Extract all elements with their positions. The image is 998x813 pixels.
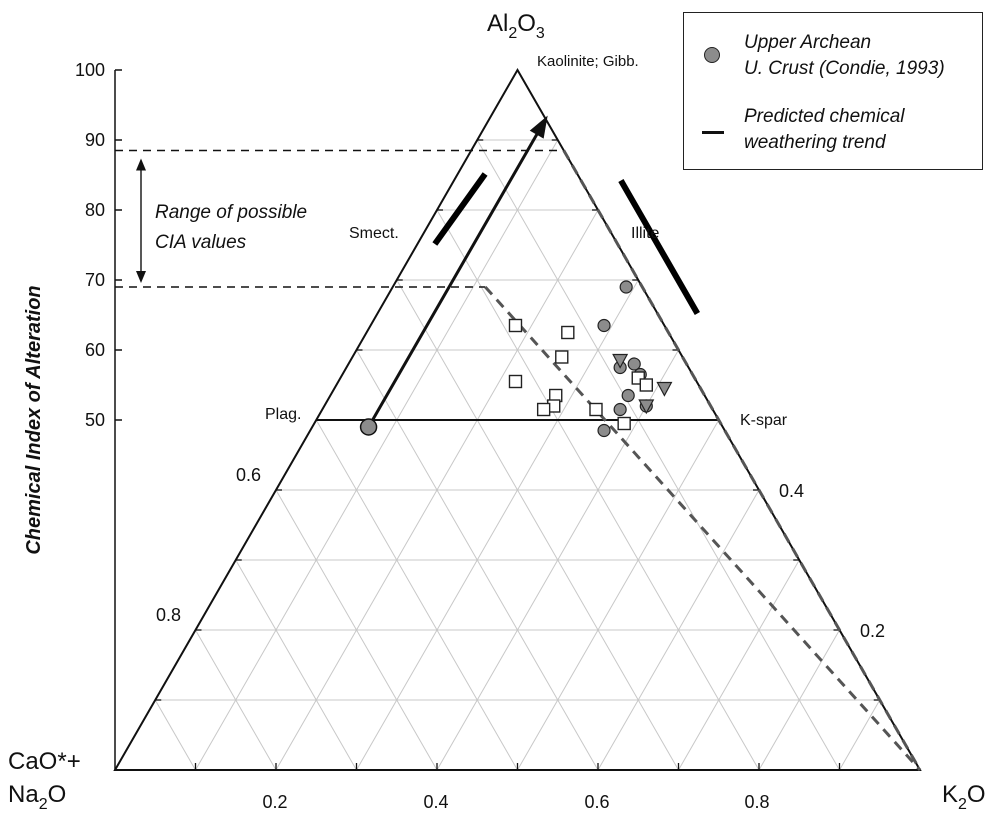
sample-point-square bbox=[617, 416, 631, 431]
bottom-tick-label: 0.2 bbox=[262, 792, 287, 812]
legend-trend-line-marker bbox=[702, 131, 724, 134]
legend-trend-label-line2: weathering trend bbox=[744, 132, 886, 153]
sample-point-square bbox=[589, 402, 603, 417]
grid-lines bbox=[154, 139, 881, 771]
mineral-label-illite: Illite bbox=[631, 225, 660, 242]
illite-bar bbox=[618, 179, 700, 315]
grid-line bbox=[356, 279, 639, 771]
bottom-tick-label: 0.4 bbox=[423, 792, 448, 812]
sample-point-circle bbox=[597, 318, 611, 333]
apex-label-cao-na2o-line2: Na2O bbox=[8, 781, 66, 813]
grid-line bbox=[396, 279, 679, 771]
apex-label-k2o: K2O bbox=[942, 781, 986, 813]
annotation-cia-range-line2: CIA values bbox=[155, 232, 247, 253]
apex-label-cao-na2o-line1: CaO*+ bbox=[8, 748, 81, 775]
sample-point-square bbox=[508, 318, 523, 333]
cia-range-arrow-head-up bbox=[136, 158, 146, 171]
bottom-tick-label: 0.8 bbox=[744, 792, 769, 812]
sample-point-circle bbox=[621, 388, 635, 403]
legend-trend-label-line1: Predicted chemical bbox=[744, 106, 905, 127]
data-marks bbox=[359, 280, 673, 438]
cia-axis-tick-label: 80 bbox=[85, 200, 105, 220]
sample-point-circle bbox=[627, 357, 641, 371]
mineral-label-smectite: Smect. bbox=[349, 225, 399, 242]
sample-point-circle bbox=[597, 423, 611, 438]
sample-point-triangle bbox=[656, 381, 673, 397]
grid-line bbox=[315, 419, 518, 771]
legend: Upper Archean U. Crust (Condie, 1993) Pr… bbox=[683, 12, 983, 170]
grid-line bbox=[195, 629, 277, 771]
sample-point-square bbox=[561, 325, 575, 340]
grid-line bbox=[597, 489, 760, 771]
grid-line bbox=[195, 139, 559, 771]
annotation-cia-range-line1: Range of possible bbox=[155, 202, 307, 223]
legend-circle-label-line2: U. Crust (Condie, 1993) bbox=[744, 58, 945, 79]
sample-point-square bbox=[555, 350, 569, 364]
sample-point-circle bbox=[613, 402, 627, 417]
mineral-label-kspar: K-spar bbox=[740, 412, 788, 429]
bottom-tick-label: 0.6 bbox=[584, 792, 609, 812]
sample-point-square bbox=[639, 378, 653, 392]
grid-line bbox=[275, 489, 438, 771]
mixing-line bbox=[484, 285, 922, 772]
cia-axis-tick-label: 70 bbox=[85, 270, 105, 290]
sample-point-triangle bbox=[638, 399, 655, 415]
smectite-bar bbox=[432, 172, 488, 246]
apex-label-al2o3: Al2O3 bbox=[487, 10, 545, 42]
legend-circle-marker bbox=[704, 47, 720, 63]
grid-line bbox=[517, 419, 720, 771]
mineral-label-kaolinite: Kaolinite; Gibb. bbox=[537, 53, 639, 70]
cia-axis-tick-label: 90 bbox=[85, 130, 105, 150]
cia-axis-tick-label: 50 bbox=[85, 410, 105, 430]
upper-archean-crust-point bbox=[359, 418, 378, 436]
weathering-trend-line bbox=[367, 121, 545, 428]
legend-circle-label-line1: Upper Archean bbox=[744, 32, 872, 53]
grid-line bbox=[839, 699, 881, 771]
left-edge-tick-label: 0.6 bbox=[236, 465, 261, 485]
guide-lines bbox=[115, 115, 922, 772]
right-edge-tick-label: 0.4 bbox=[779, 481, 804, 501]
cia-range-arrow-head-down bbox=[136, 271, 146, 283]
mixing-line bbox=[562, 149, 922, 771]
grid-line bbox=[235, 559, 357, 771]
grid-line bbox=[758, 629, 840, 771]
cia-axis-tick-label: 60 bbox=[85, 340, 105, 360]
grid-line bbox=[476, 139, 840, 771]
right-edge-tick-label: 0.2 bbox=[860, 621, 885, 641]
grid-line bbox=[154, 699, 196, 771]
mineral-label-plagioclase: Plag. bbox=[265, 406, 301, 423]
cia-axis-tick-label: 100 bbox=[75, 60, 105, 80]
sample-point-square bbox=[508, 374, 523, 389]
y-axis-title: Chemical Index of Alteration bbox=[23, 285, 45, 554]
sample-point-triangle bbox=[612, 353, 629, 369]
weathering-trend-arrowhead bbox=[529, 115, 548, 139]
sample-point-square bbox=[536, 402, 551, 417]
cia-axis: 100 90 80 70 60 50 bbox=[75, 60, 122, 770]
left-edge-tick-label: 0.8 bbox=[156, 605, 181, 625]
sample-point-circle bbox=[619, 280, 633, 294]
grid-line bbox=[678, 559, 800, 771]
